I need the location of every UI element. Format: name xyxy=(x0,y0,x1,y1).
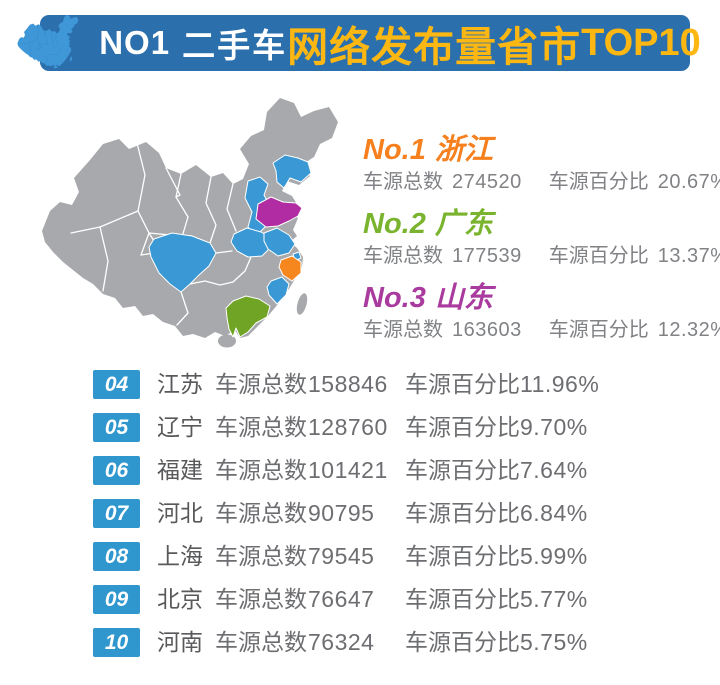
china-map xyxy=(42,98,338,348)
percent-label: 车源百分比 xyxy=(405,586,520,612)
percent-label: 车源百分比 xyxy=(405,629,520,655)
total-label: 车源总数 xyxy=(363,319,443,341)
rank-badge: 08 xyxy=(93,542,140,571)
percent-value: 5.75% xyxy=(520,629,588,655)
rank-province: 河北 xyxy=(157,500,203,526)
rank-badge: 10 xyxy=(93,628,140,657)
top3-rank-label: No.1 xyxy=(363,134,426,166)
map-region-sichuan xyxy=(148,232,217,293)
rank-badge: 09 xyxy=(93,585,140,614)
rank-province: 北京 xyxy=(157,586,203,612)
top3-province: 山东 xyxy=(434,282,493,314)
rank-province: 辽宁 xyxy=(157,414,203,440)
rank-province: 江苏 xyxy=(157,371,203,397)
rank-row-06: 06 福建 车源总数 101421 车源百分比 7.64% xyxy=(0,456,720,499)
total-label: 车源总数 xyxy=(363,245,443,267)
total-value: 101421 xyxy=(308,457,388,483)
map-region-shandong xyxy=(255,196,303,228)
percent-label: 车源百分比 xyxy=(548,245,649,267)
percent-value: 6.84% xyxy=(520,500,588,526)
percent-label: 车源百分比 xyxy=(548,171,649,193)
title-no1: NO1 xyxy=(99,24,171,61)
rank-row-07: 07 河北 车源总数 90795 车源百分比 6.84% xyxy=(0,499,720,542)
total-label: 车源总数 xyxy=(215,371,307,397)
top3-item-3: No.3山东 车源总数 163603 车源百分比 12.32% xyxy=(363,282,720,342)
top3-item-1: No.1浙江 车源总数 274520 车源百分比 20.67% xyxy=(363,134,720,194)
total-value: 79545 xyxy=(308,543,375,569)
rank-province: 上海 xyxy=(157,543,203,569)
percent-label: 车源百分比 xyxy=(405,371,520,397)
rank-row-08: 08 上海 车源总数 79545 车源百分比 5.99% xyxy=(0,542,720,585)
percent-value: 9.70% xyxy=(520,414,588,440)
percent-label: 车源百分比 xyxy=(405,457,520,483)
rank-row-09: 09 北京 车源总数 76647 车源百分比 5.77% xyxy=(0,585,720,628)
percent-value: 13.37% xyxy=(657,245,720,267)
rank-row-10: 10 河南 车源总数 76324 车源百分比 5.75% xyxy=(0,628,720,671)
top3-province: 浙江 xyxy=(434,134,493,166)
total-value: 128760 xyxy=(308,414,388,440)
percent-value: 12.32% xyxy=(657,319,720,341)
top3-list: No.1浙江 车源总数 274520 车源百分比 20.67% No.2广东 车源总数… xyxy=(363,134,720,356)
total-value: 274520 xyxy=(452,171,522,193)
total-label: 车源总数 xyxy=(215,414,307,440)
top3-province: 广东 xyxy=(434,208,493,240)
rank-badge: 04 xyxy=(93,370,140,399)
percent-label: 车源百分比 xyxy=(405,500,520,526)
total-value: 163603 xyxy=(452,319,522,341)
percent-value: 5.77% xyxy=(520,586,588,612)
total-label: 车源总数 xyxy=(215,500,307,526)
total-value: 177539 xyxy=(452,245,522,267)
percent-label: 车源百分比 xyxy=(405,543,520,569)
top3-rank-label: No.3 xyxy=(363,282,426,314)
map-region-henan xyxy=(230,227,272,258)
percent-label: 车源百分比 xyxy=(548,319,649,341)
title-banner: NO1 二手车 网络发布量省市 TOP10 xyxy=(17,14,701,71)
total-label: 车源总数 xyxy=(215,543,307,569)
title-subject: 二手车 xyxy=(182,27,288,64)
total-value: 76324 xyxy=(308,629,375,655)
top3-rank-heading: No.2 广东 xyxy=(363,208,720,240)
rank-row-04: 04 江苏 车源总数 158846 车源百分比 11.96% xyxy=(0,370,720,413)
top3-stats: 车源总数 163603 车源百分比 12.32% xyxy=(363,318,720,342)
title-highlight: 网络发布量省市 xyxy=(287,24,582,70)
rank-badge: 06 xyxy=(93,456,140,485)
map-region-zhejiang xyxy=(278,255,302,282)
top3-stats: 车源总数 274520 车源百分比 20.67% xyxy=(363,170,720,194)
total-label: 车源总数 xyxy=(215,586,307,612)
rank-badge: 07 xyxy=(93,499,140,528)
rank-province: 福建 xyxy=(157,457,203,483)
map-region-jiangsu xyxy=(263,227,296,257)
percent-value: 11.96% xyxy=(520,371,600,397)
ranking-list: 04 江苏 车源总数 158846 车源百分比 11.96% 05 辽宁 车源总… xyxy=(0,370,720,671)
page-title: NO1 二手车 网络发布量省市 TOP10 xyxy=(99,13,701,73)
map-region-liaoning xyxy=(272,154,312,189)
total-label: 车源总数 xyxy=(215,629,307,655)
total-value: 90795 xyxy=(308,500,375,526)
total-label: 车源总数 xyxy=(363,171,443,193)
top3-stats: 车源总数 177539 车源百分比 13.37% xyxy=(363,244,720,268)
top3-rank-heading: No.3 山东 xyxy=(363,282,720,314)
top3-rank-heading: No.1 浙江 xyxy=(363,134,720,166)
percent-value: 5.99% xyxy=(520,543,588,569)
percent-value: 20.67% xyxy=(657,171,720,193)
title-top10: TOP10 xyxy=(581,21,701,64)
map-region-guangdong xyxy=(225,295,271,338)
percent-label: 车源百分比 xyxy=(405,414,520,440)
rank-row-05: 05 辽宁 车源总数 128760 车源百分比 9.70% xyxy=(0,413,720,456)
total-value: 76647 xyxy=(308,586,375,612)
top3-item-2: No.2广东 车源总数 177539 车源百分比 13.37% xyxy=(363,208,720,268)
china-map-mini-icon xyxy=(17,14,79,69)
total-value: 158846 xyxy=(308,371,388,397)
total-label: 车源总数 xyxy=(215,457,307,483)
top3-rank-label: No.2 xyxy=(363,208,426,240)
rank-badge: 05 xyxy=(93,413,140,442)
map-region-fujian xyxy=(266,276,290,305)
rank-province: 河南 xyxy=(157,629,203,655)
percent-value: 7.64% xyxy=(520,457,588,483)
